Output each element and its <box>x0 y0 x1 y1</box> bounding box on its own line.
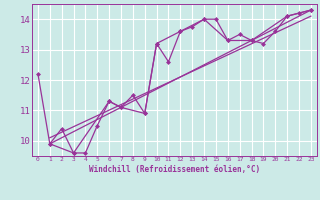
X-axis label: Windchill (Refroidissement éolien,°C): Windchill (Refroidissement éolien,°C) <box>89 165 260 174</box>
